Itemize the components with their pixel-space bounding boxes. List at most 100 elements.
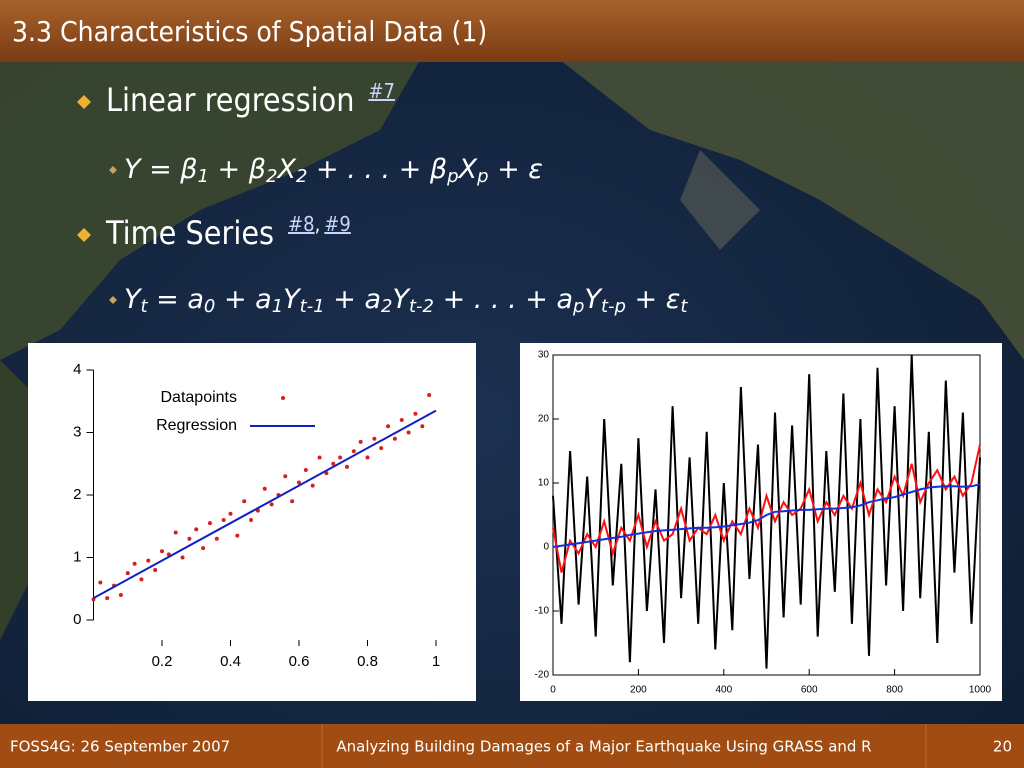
link[interactable]: #7	[368, 79, 395, 103]
equation-part: + ε	[489, 154, 543, 185]
legend-marker	[281, 396, 285, 400]
data-point	[269, 502, 274, 507]
data-point	[427, 393, 432, 397]
data-point	[303, 468, 308, 472]
x-tick-label: 200	[630, 685, 647, 696]
footer-bar	[0, 724, 1024, 768]
equation-part: Y = β	[124, 154, 198, 185]
charts: 0 1 2 3 4 0.2 0.4 0.6 0.8 1 Datapoints Regression -2…	[73, 350, 991, 696]
data-point	[98, 580, 103, 585]
equation-part: + a	[325, 284, 381, 315]
page-number: 20	[993, 738, 1012, 756]
data-point	[406, 430, 411, 435]
data-point	[372, 436, 377, 441]
equation-subscript: p	[572, 296, 584, 317]
data-point	[365, 455, 370, 460]
footer-left: FOSS4G: 26 September 2007	[10, 738, 230, 756]
data-point	[249, 518, 254, 522]
equation-part: Y	[124, 284, 143, 315]
data-point	[331, 461, 336, 466]
chart-panel	[28, 343, 476, 701]
equation-subscript: 1	[272, 296, 283, 317]
x-tick-label: 400	[715, 685, 732, 696]
y-tick-label: 10	[538, 478, 550, 489]
data-point	[173, 530, 178, 535]
y-tick-label: 20	[538, 414, 550, 425]
data-point	[310, 483, 315, 488]
sub-bullet-icon	[109, 296, 117, 304]
link[interactable]: #9	[324, 212, 351, 236]
data-point	[379, 446, 384, 451]
data-point	[153, 568, 158, 572]
data-line	[552, 354, 981, 669]
data-point	[228, 511, 233, 516]
data-point	[413, 411, 418, 416]
bullet-label: Linear regression	[106, 81, 354, 119]
x-tick-label: 1	[432, 653, 440, 670]
x-tick-label: 0.2	[152, 653, 173, 670]
x-tick-label: 0	[550, 685, 556, 696]
equation-subscript: t-p	[601, 296, 626, 317]
plot-frame	[552, 354, 981, 676]
data-point	[194, 527, 199, 532]
data-line	[552, 483, 981, 548]
data-line	[93, 409, 437, 599]
title-bar	[0, 0, 1024, 62]
equation-part: Y	[283, 284, 302, 315]
data-point	[221, 518, 226, 522]
data-point	[262, 486, 267, 491]
y-tick-label: 0	[73, 611, 81, 628]
equation-subscript: p	[446, 166, 458, 187]
y-tick-label: 2	[73, 486, 81, 503]
equation-subscript: 2	[296, 166, 307, 187]
data-point	[399, 418, 404, 422]
equation-subscript: t	[680, 296, 688, 317]
data-point	[160, 549, 164, 554]
data-point	[344, 464, 349, 469]
data-point	[180, 555, 185, 560]
y-tick-label: 0	[543, 542, 549, 553]
data-point	[283, 474, 288, 479]
sub-bullet-icon	[109, 166, 117, 174]
data-point	[297, 480, 301, 485]
data-point	[420, 424, 425, 429]
y-tick-label: 1	[73, 548, 81, 565]
data-point	[392, 436, 397, 441]
equation-part: + . . . + β	[307, 154, 447, 185]
link[interactable]: #8	[288, 212, 315, 236]
data-point	[235, 533, 240, 538]
equation-part: X	[457, 154, 478, 185]
data-point	[386, 424, 391, 429]
link-separator: ,	[315, 212, 321, 236]
data-point	[214, 536, 219, 541]
equation-subscript: 1	[198, 166, 209, 187]
bullets: Linear regression #7Y = β1 + β2X2 + . . .…	[77, 79, 688, 317]
equation-subscript: t-1	[300, 296, 325, 317]
bullet-icon	[77, 228, 91, 242]
data-point	[187, 536, 192, 541]
y-tick-label: 3	[73, 423, 81, 440]
footer-center: Analyzing Building Damages of a Major Ea…	[336, 738, 871, 756]
legend-label: Datapoints	[161, 389, 238, 406]
equation-part: X	[275, 154, 296, 185]
equation-part: Y	[584, 284, 603, 315]
legend-label: Regression	[156, 417, 237, 434]
equation-part: = a	[148, 284, 204, 315]
equation-subscript: t-2	[409, 296, 434, 317]
equation-part: + a	[215, 284, 271, 315]
x-tick-label: 1000	[969, 685, 992, 696]
data-point	[290, 499, 295, 504]
equation-subscript: 0	[204, 296, 215, 317]
data-point	[358, 439, 363, 444]
equation-part: + β	[209, 154, 266, 185]
data-point	[146, 558, 151, 563]
x-tick-label: 600	[801, 685, 818, 696]
y-tick-label: 4	[73, 361, 81, 378]
x-tick-label: 0.8	[357, 653, 378, 670]
y-tick-label: 30	[538, 350, 550, 361]
data-point	[338, 455, 343, 460]
equation-subscript: 2	[381, 296, 392, 317]
equation: Y = β1 + β2X2 + . . . + βpXp + ε	[124, 154, 543, 188]
data-point	[132, 561, 137, 566]
